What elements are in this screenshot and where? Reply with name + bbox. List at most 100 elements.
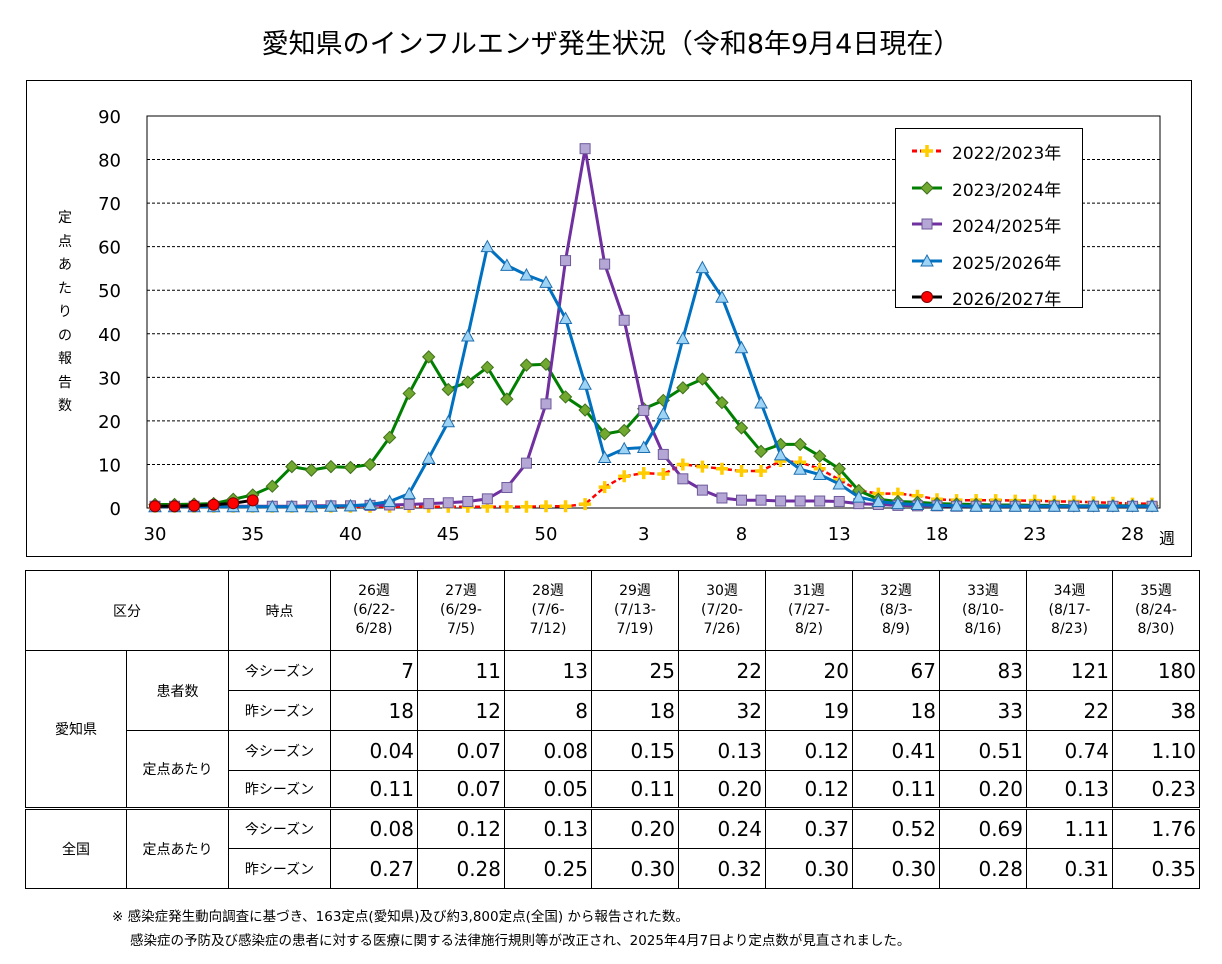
cell-aichi-rate-this: 0.51 (939, 730, 1027, 771)
series-0-point (715, 462, 728, 475)
cell-aichi-patients-this: 83 (939, 650, 1027, 691)
series-2-point (403, 499, 415, 511)
header-category: 区分 (25, 570, 229, 651)
header-week-d2: 8/2) (795, 621, 823, 637)
y-tick-label: 60 (98, 238, 121, 259)
series-3-point (793, 462, 807, 475)
header-week-d2: 7/12) (529, 621, 567, 637)
series-3-point (460, 328, 475, 342)
series-4-point (188, 499, 201, 512)
x-tick-label: 50 (535, 524, 558, 545)
cell-aichi-patients-last: 22 (1026, 690, 1113, 731)
series-3-point (832, 476, 847, 490)
series-3-point (402, 486, 416, 500)
series-1-point (754, 444, 768, 459)
series-3-point (930, 498, 944, 511)
series-3-point (1027, 499, 1042, 512)
series-2-point (520, 457, 532, 469)
footnote-line-2: 感染症の予防及び感染症の患者に対する医療に関する法律施行規則等が改正され、202… (130, 933, 911, 949)
series-3-point (519, 267, 534, 281)
series-3-point (539, 275, 553, 288)
header-week-d1: (7/6- (531, 602, 565, 618)
cell-aichi-rate-this: 0.74 (1026, 730, 1113, 771)
header-week-d1: (8/10- (962, 602, 1004, 618)
series-1-point (812, 449, 827, 463)
header-week-d2: 8/30) (1137, 621, 1175, 637)
header-week-w: 33週 (967, 583, 999, 599)
header-week-2: 28週 (7/6- 7/12) (504, 570, 592, 651)
cell-aichi-rate-this: 0.13 (678, 730, 766, 771)
legend-marker (921, 218, 933, 230)
header-week-w: 28週 (532, 583, 564, 599)
cell-national-rate-this: 0.08 (330, 807, 418, 849)
series-2-point (423, 498, 435, 510)
legend-swatch (912, 291, 942, 303)
x-tick-label: 40 (339, 524, 362, 545)
group-national-per-site: 定点あたり (126, 807, 229, 889)
x-axis-label: 週 (1159, 529, 1175, 548)
series-3-point (988, 499, 1003, 512)
y-tick-label: 80 (98, 151, 121, 172)
cell-aichi-rate-this: 0.08 (504, 730, 592, 771)
page-title: 愛知県のインフルエンザ発生状況（令和8年9月4日現在） (261, 29, 961, 60)
series-3-point (421, 451, 436, 464)
series-3-point (343, 498, 358, 512)
y-tick-label: 30 (98, 368, 121, 389)
series-3-point (324, 499, 338, 512)
series-1-point (461, 375, 475, 389)
header-week-5: 31週 (7/27- 8/2) (765, 570, 853, 651)
legend-marker-shape (921, 145, 933, 157)
header-week-w: 34週 (1053, 583, 1086, 599)
legend-item-1: 2023/2024年 (896, 172, 1082, 202)
series-3-point (597, 450, 612, 463)
y-tick-label: 70 (98, 194, 121, 215)
cell-aichi-rate-this: 0.15 (591, 730, 679, 771)
cell-national-rate-this: 0.24 (678, 807, 766, 849)
legend-label: 2023/2024年 (952, 180, 1062, 201)
series-0-point (579, 498, 592, 511)
cell-national-rate-this: 0.20 (591, 807, 679, 849)
series-2-point (481, 493, 493, 505)
chart-frame (26, 80, 1192, 557)
series-2-point (462, 495, 474, 507)
cell-national-rate-last: 0.32 (678, 848, 766, 889)
series-1-point (285, 459, 299, 474)
series-3-point (558, 311, 573, 325)
series-0-point (676, 458, 689, 471)
series-2-point (442, 497, 454, 509)
series-3-point (304, 499, 319, 513)
series-0-point (598, 481, 611, 494)
series-2-point (579, 143, 591, 155)
series-3-point (441, 414, 456, 428)
cell-national-rate-this: 0.52 (852, 807, 940, 849)
series-0-point (637, 467, 650, 480)
label-this-season: 今シーズン (228, 730, 331, 771)
series-4-point (227, 497, 240, 510)
x-tick-label: 28 (1121, 524, 1144, 545)
cell-aichi-patients-this: 121 (1026, 650, 1113, 691)
series-line-1 (155, 353, 1153, 508)
header-week-d2: 7/19) (616, 621, 654, 637)
series-3-point (1067, 499, 1081, 512)
series-3-point (382, 494, 397, 507)
series-1-point (480, 360, 495, 375)
series-2-point (775, 495, 787, 507)
header-week-w: 35週 (1140, 583, 1172, 599)
series-1-point (695, 372, 710, 386)
header-week-d1: (6/22- (353, 602, 395, 618)
legend-label: 2022/2023年 (952, 144, 1062, 164)
cell-aichi-rate-last: 0.20 (939, 770, 1027, 809)
header-week-d1: (6/29- (440, 602, 482, 618)
cell-national-rate-this: 0.37 (765, 807, 853, 849)
header-week-d1: (7/20- (701, 602, 743, 618)
legend-swatch (912, 145, 942, 157)
cell-national-rate-last: 0.30 (852, 848, 940, 889)
legend-marker-shape (920, 253, 934, 266)
cell-aichi-patients-last: 12 (417, 690, 505, 731)
series-1-point (265, 479, 280, 493)
series-3-point (676, 331, 690, 345)
x-tick-label: 18 (926, 524, 949, 545)
cell-national-rate-this: 0.12 (417, 807, 505, 849)
cell-aichi-rate-last: 0.11 (852, 770, 940, 809)
header-week-d1: (8/17- (1048, 602, 1091, 618)
